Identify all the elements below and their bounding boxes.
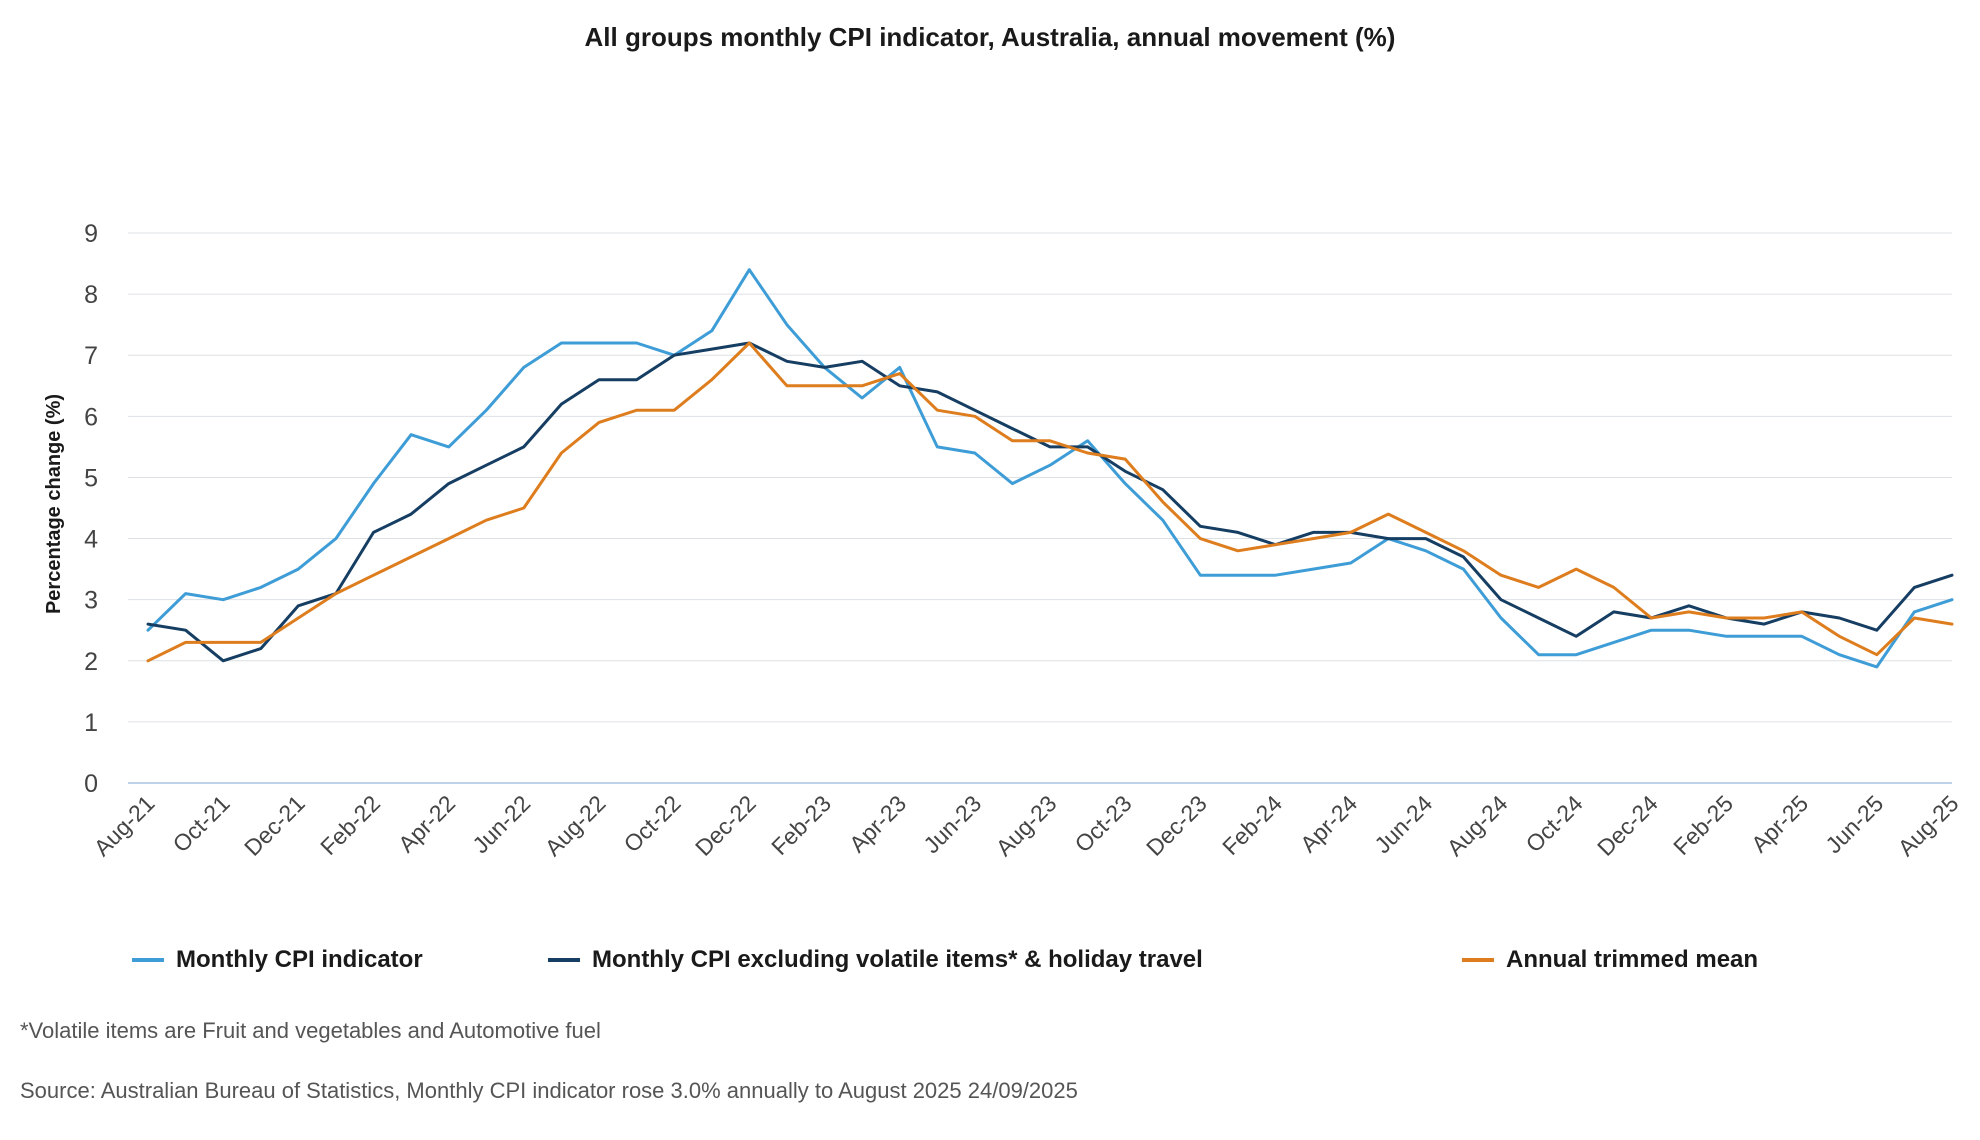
x-tick-label: Oct-24 [1521,790,1588,857]
x-tick-label: Jun-23 [918,790,986,858]
y-tick-label: 3 [84,587,98,615]
y-tick-label: 6 [84,403,98,431]
x-tick-label: Aug-25 [1893,790,1964,861]
x-tick-label: Feb-25 [1668,790,1738,860]
y-tick-label: 2 [84,648,98,676]
chart-title: All groups monthly CPI indicator, Austra… [584,22,1396,52]
x-tick-label: Dec-24 [1592,790,1663,861]
legend-item-monthly-cpi: Monthly CPI indicator [132,946,423,974]
x-tick-label: Aug-23 [991,790,1062,861]
y-tick-label: 5 [84,464,98,492]
x-tick-label: Feb-24 [1217,790,1287,860]
x-tick-label: Oct-22 [619,790,686,857]
x-tick-label: Apr-25 [1746,790,1813,857]
series-lines [146,268,1954,669]
x-tick-label: Jun-22 [467,790,535,858]
x-tick-labels: Aug-21 Oct-21 Dec-21 Feb-22 Apr-22 Jun-22 Aug-… [89,790,1964,861]
y-tick-label: 9 [84,220,98,248]
x-tick-label: Feb-22 [315,790,385,860]
y-tick-label: 1 [84,709,98,737]
y-tick-label: 8 [84,281,98,309]
legend-label: Monthly CPI excluding volatile items* & … [592,946,1203,973]
series-line-monthly-cpi [146,268,1954,669]
source-note: Source: Australian Bureau of Statistics,… [20,1078,1078,1103]
x-tick-label: Jun-25 [1820,790,1888,858]
legend-label: Monthly CPI indicator [176,946,423,973]
y-tick-labels: 0 1 2 3 4 5 6 7 8 9 [84,220,98,798]
legend-item-monthly-cpi-excluding-volatile: Monthly CPI excluding volatile items* & … [548,946,1203,974]
y-axis-label: Percentage change (%) [43,394,65,614]
legend-item-annual-trimmed-mean: Annual trimmed mean [1462,946,1758,974]
x-tick-label: Oct-21 [168,790,235,857]
x-tick-label: Dec-23 [1141,790,1212,861]
legend-swatch [1462,958,1494,962]
series-line-annual-trimmed-mean [146,341,1954,663]
footnote: *Volatile items are Fruit and vegetables… [20,1018,601,1043]
x-tick-label: Apr-24 [1295,790,1362,857]
x-tick-label: Dec-22 [690,790,761,861]
x-tick-label: Aug-22 [540,790,611,861]
x-tick-label: Dec-21 [239,790,310,861]
x-tick-label: Aug-21 [89,790,160,861]
legend-swatch [132,958,164,962]
gridlines [128,232,1952,784]
x-tick-label: Apr-22 [393,790,460,857]
x-tick-label: Feb-23 [766,790,836,860]
x-tick-label: Apr-23 [844,790,911,857]
y-tick-label: 0 [84,770,98,798]
chart-legend: Monthly CPI indicator Monthly CPI exclud… [0,946,1980,986]
y-tick-label: 4 [84,526,98,554]
x-tick-label: Aug-24 [1442,790,1513,861]
x-tick-label: Oct-23 [1070,790,1137,857]
y-tick-label: 7 [84,342,98,370]
x-tick-label: Jun-24 [1369,790,1437,858]
legend-label: Annual trimmed mean [1506,946,1759,973]
legend-swatch [548,958,580,962]
